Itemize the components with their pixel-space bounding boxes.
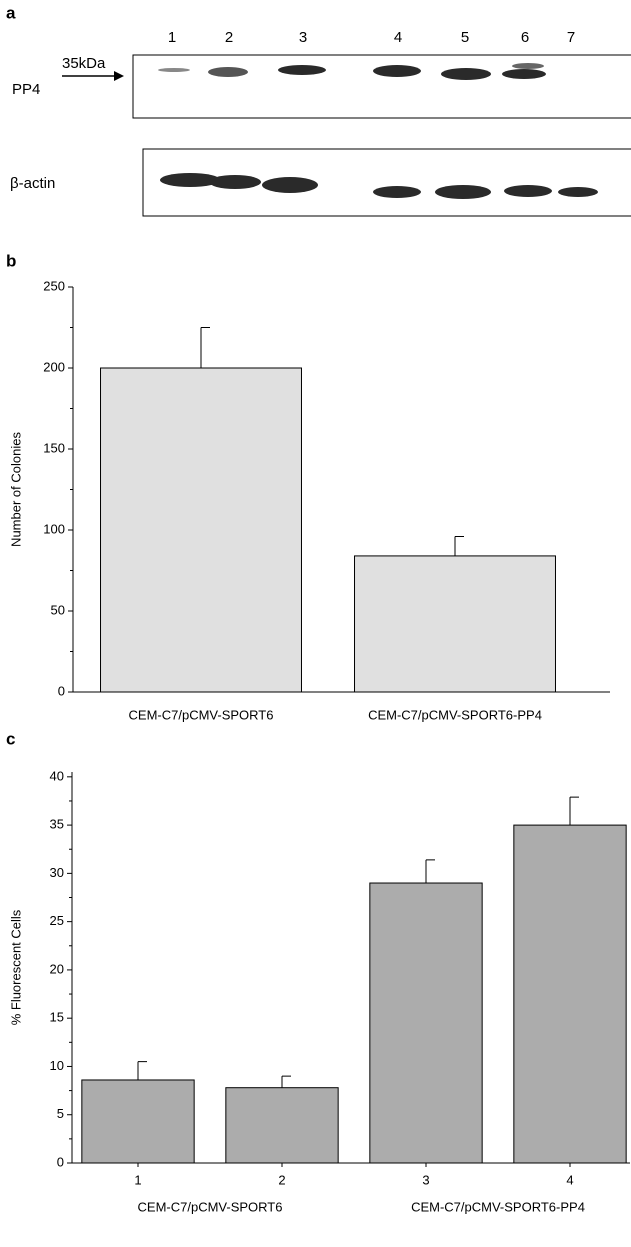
page: a 35kDa PP4 β-actin 1 2 3 4 5 6 7 b Number of Co… [0, 0, 631, 1247]
x-tick-label: 2 [278, 1172, 285, 1187]
bar [101, 368, 302, 692]
y-tick-label: 200 [43, 359, 65, 374]
error-bar [201, 328, 210, 369]
y-tick-label: 20 [50, 961, 64, 976]
bar [82, 1080, 194, 1163]
bands [158, 63, 598, 199]
y-axis-label: Number of Colonies [8, 432, 23, 547]
lane-label: 6 [521, 29, 529, 46]
error-bar [138, 1062, 147, 1080]
lane-label: 7 [567, 29, 575, 46]
x-tick-label: 3 [422, 1172, 429, 1187]
y-tick-label: 0 [57, 1154, 64, 1169]
lane-label: 3 [299, 29, 307, 46]
y-tick-label: 25 [50, 913, 64, 928]
panel-label: c [6, 729, 15, 748]
bar [355, 556, 556, 692]
y-tick-label: 10 [50, 1058, 64, 1073]
error-bar [282, 1076, 291, 1088]
y-tick-label: 100 [43, 521, 65, 536]
y-tick-label: 50 [51, 602, 65, 617]
arrow-head [114, 71, 124, 81]
blot-frame [133, 55, 631, 118]
group-label: CEM-C7/pCMV-SPORT6-PP4 [411, 1199, 585, 1214]
y-tick-label: 250 [43, 278, 65, 293]
error-bar [455, 536, 464, 555]
x-tick-label: CEM-C7/pCMV-SPORT6-PP4 [368, 707, 542, 722]
y-tick-label: 35 [50, 817, 64, 832]
panel-label: b [6, 251, 16, 270]
error-bar [426, 860, 435, 883]
row-label: PP4 [12, 81, 40, 98]
y-tick-label: 15 [50, 1010, 64, 1025]
figure: a 35kDa PP4 β-actin 1 2 3 4 5 6 7 b Number of Co… [0, 0, 631, 1247]
group-label: CEM-C7/pCMV-SPORT6 [138, 1199, 283, 1214]
y-tick-label: 30 [50, 865, 64, 880]
x-tick-label: 1 [134, 1172, 141, 1187]
bar [514, 825, 626, 1163]
y-axis-label: % Fluorescent Cells [8, 909, 23, 1025]
y-tick-label: 5 [57, 1106, 64, 1121]
y-tick-label: 40 [50, 768, 64, 783]
lane-label: 2 [225, 29, 233, 46]
y-tick-label: 0 [58, 683, 65, 698]
bar [226, 1088, 338, 1163]
marker-label: 35kDa [62, 55, 106, 72]
lane-label: 1 [168, 29, 176, 46]
lane-label: 4 [394, 29, 402, 46]
y-tick-label: 150 [43, 440, 65, 455]
x-tick-label: 4 [566, 1172, 573, 1187]
error-bar [570, 797, 579, 825]
lane-label: 5 [461, 29, 469, 46]
bar [370, 883, 482, 1163]
row-label: β-actin [10, 175, 55, 192]
x-tick-label: CEM-C7/pCMV-SPORT6 [129, 707, 274, 722]
panel-label: a [6, 3, 16, 22]
